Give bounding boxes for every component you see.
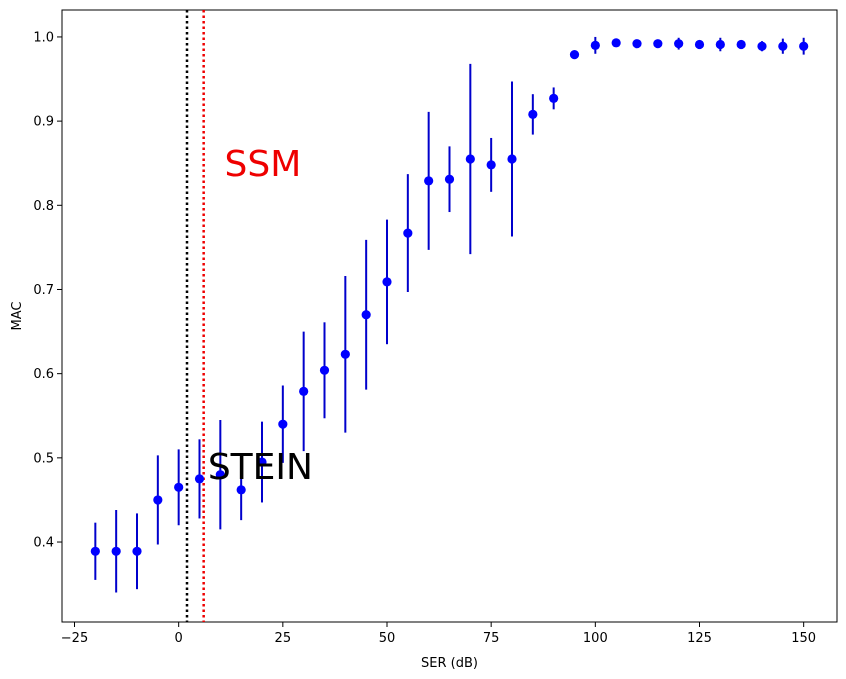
data-point (340, 349, 350, 359)
x-tick-label: 75 (483, 631, 500, 646)
y-tick-label: 0.6 (33, 367, 54, 382)
data-point (236, 485, 246, 495)
y-axis: 0.4 0.5 0.6 0.7 0.8 0.9 1.0 (33, 30, 62, 551)
data-point (715, 39, 725, 50)
data-point (257, 457, 267, 467)
data-point (778, 41, 788, 51)
y-axis-label: MAC (10, 302, 25, 331)
data-point (507, 154, 517, 164)
data-point (90, 546, 100, 556)
x-tick-label: 0 (175, 631, 183, 646)
data-point (632, 39, 642, 49)
plot-area: SSM STEIN (61, 9, 838, 623)
data-point (153, 495, 163, 505)
y-tick-label: 0.8 (33, 199, 54, 214)
data-point (444, 174, 455, 184)
x-axis-label: SER (dB) (421, 656, 478, 671)
data-point (590, 40, 600, 50)
data-point (486, 160, 496, 170)
data-point (611, 38, 621, 48)
data-point (174, 482, 184, 492)
data-point (382, 277, 392, 287)
x-tick-label: 100 (583, 631, 608, 646)
annotation-ssm: SSM (225, 144, 302, 185)
data-point (757, 41, 767, 51)
data-point (424, 176, 434, 186)
data-point (278, 419, 288, 429)
data-point (528, 109, 538, 119)
x-tick-label: 25 (275, 631, 292, 646)
data-points (90, 38, 809, 556)
data-point (319, 365, 330, 375)
data-point (465, 154, 475, 164)
data-point (736, 39, 746, 50)
y-tick-label: 0.5 (33, 451, 54, 466)
x-tick-label: 125 (687, 631, 712, 646)
x-tick-label: 50 (379, 631, 396, 646)
x-axis: −25 0 25 50 75 100 125 150 (61, 622, 816, 646)
plot-frame (61, 9, 838, 623)
data-point (132, 546, 142, 556)
data-point (569, 50, 580, 60)
data-point (653, 39, 663, 49)
annotation-stein: STEIN (208, 447, 313, 488)
data-point (215, 470, 225, 480)
data-point (799, 41, 809, 51)
y-tick-label: 0.9 (33, 115, 54, 130)
x-tick-label: −25 (61, 631, 88, 646)
data-point (299, 386, 309, 396)
data-point (549, 93, 559, 103)
data-point (111, 546, 121, 556)
annotations: SSM STEIN (208, 144, 313, 488)
data-point (674, 39, 684, 49)
data-point (361, 310, 371, 320)
y-tick-label: 0.4 (33, 536, 54, 551)
y-tick-label: 0.7 (33, 283, 54, 298)
error-bars (94, 36, 805, 593)
data-point (694, 39, 705, 50)
data-point (403, 228, 413, 238)
x-tick-label: 150 (791, 631, 816, 646)
y-tick-label: 1.0 (33, 30, 54, 45)
reference-lines (185, 10, 205, 622)
data-point (194, 474, 205, 484)
